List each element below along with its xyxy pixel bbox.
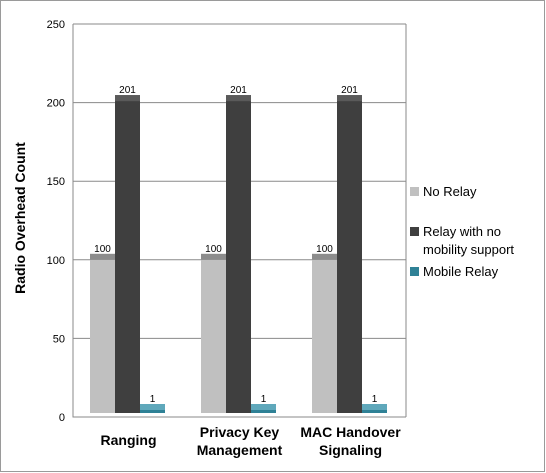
bar (312, 259, 337, 413)
data-label: 201 (230, 85, 247, 96)
y-tick-label: 150 (47, 176, 65, 188)
data-labels: 100 201 1 100 201 1 100 201 1 (94, 85, 378, 405)
y-tick-label: 50 (53, 333, 65, 345)
legend-swatch (410, 187, 419, 196)
y-tick-label: 100 (47, 255, 65, 267)
data-label: 1 (150, 394, 156, 405)
legend-label: mobility support (423, 242, 514, 257)
bar-top (115, 95, 140, 102)
legend-label: Mobile Relay (423, 264, 499, 279)
x-category-label: Ranging (101, 432, 157, 448)
axis-lines (72, 24, 406, 418)
bar (226, 101, 251, 413)
bar-top (90, 253, 115, 260)
bar (140, 410, 165, 413)
bar-top (226, 95, 251, 102)
bar-top (362, 404, 387, 410)
bar (201, 259, 226, 413)
y-tick-label: 0 (59, 412, 65, 424)
bar (251, 410, 276, 413)
bars (90, 95, 387, 413)
bar (337, 101, 362, 413)
y-tick-label: 250 (47, 19, 65, 31)
data-label: 201 (119, 85, 136, 96)
y-axis-title: Radio Overhead Count (12, 142, 28, 294)
x-category-label: Privacy Key (200, 424, 280, 440)
bar-top (312, 253, 337, 260)
bar-top (337, 95, 362, 102)
bar-top (201, 253, 226, 260)
y-tick-label: 200 (47, 98, 65, 110)
data-label: 1 (372, 394, 378, 405)
data-label: 100 (316, 244, 333, 255)
legend-swatch (410, 267, 419, 276)
x-axis-category-labels: Ranging Privacy Key Management MAC Handover… (101, 424, 402, 458)
data-label: 100 (94, 244, 111, 255)
bar-top (140, 404, 165, 410)
x-category-label: MAC Handover (300, 424, 401, 440)
legend: No Relay Relay with no mobility support Mob… (410, 184, 514, 279)
bar-top (251, 404, 276, 410)
legend-label: No Relay (423, 184, 477, 199)
x-category-label: Signaling (319, 442, 382, 458)
bar (90, 259, 115, 413)
data-label: 1 (261, 394, 267, 405)
bar (362, 410, 387, 413)
data-label: 201 (341, 85, 358, 96)
data-label: 100 (205, 244, 222, 255)
y-axis: 0 50 100 150 200 250 (47, 19, 407, 424)
bar (115, 101, 140, 413)
legend-label: Relay with no (423, 224, 501, 239)
legend-swatch (410, 227, 419, 236)
x-category-label: Management (197, 442, 283, 458)
